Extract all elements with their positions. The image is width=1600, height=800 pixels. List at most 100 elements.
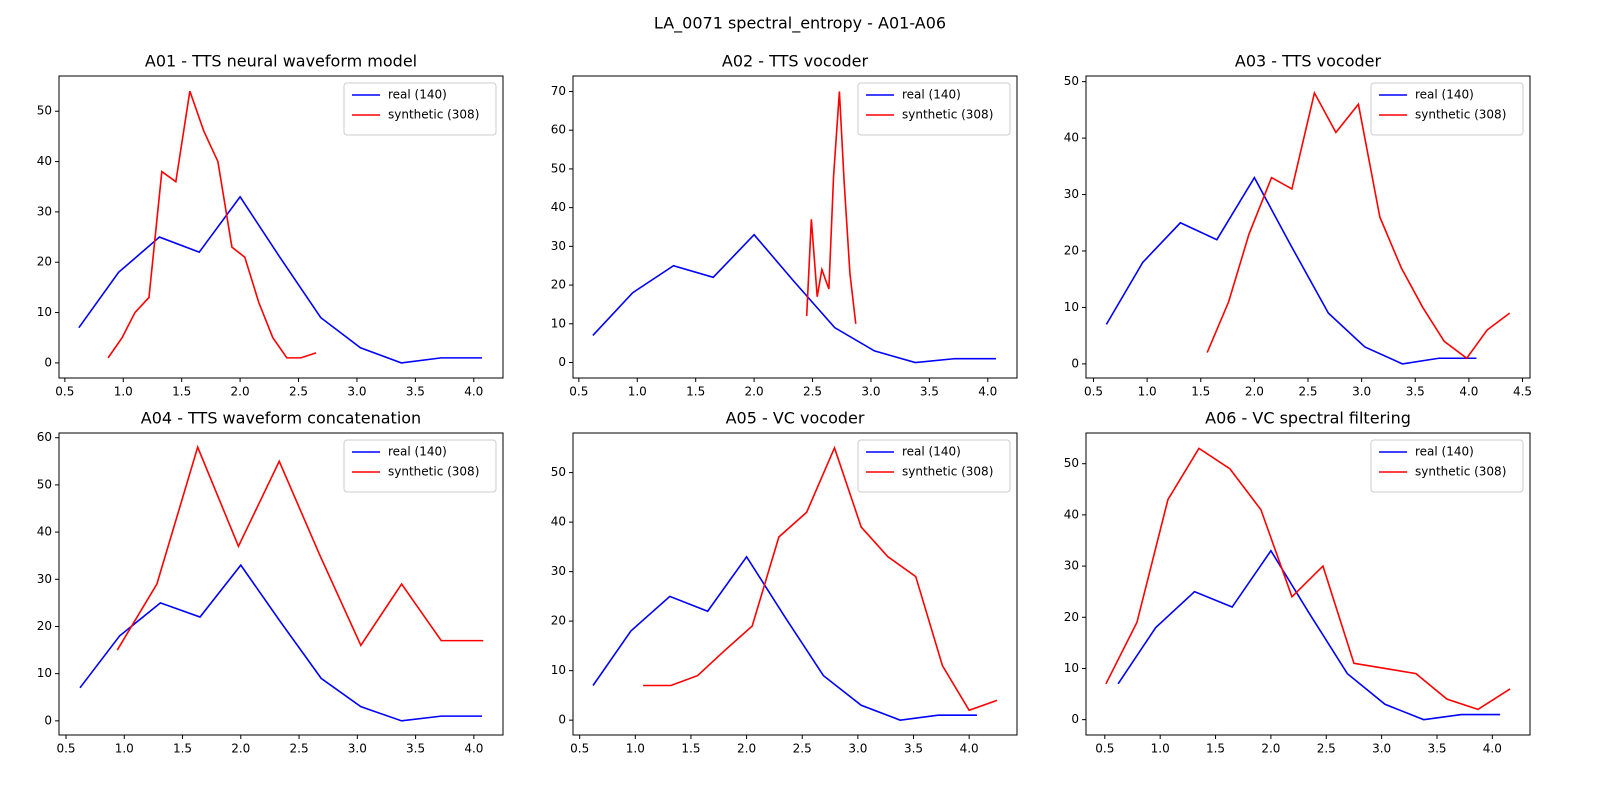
- y-tick-label: 0: [558, 355, 566, 369]
- x-tick-label: 0.5: [56, 742, 75, 756]
- series-line: [79, 563, 483, 722]
- x-tick-label: 0.5: [1095, 742, 1114, 756]
- legend-box: [343, 439, 497, 493]
- legend-box: [857, 82, 1011, 136]
- legend-label: real (140): [902, 445, 961, 459]
- x-tick-label: 3.5: [406, 385, 425, 399]
- x-tick-label: 1.5: [172, 385, 191, 399]
- series-line: [1105, 175, 1477, 365]
- axes-frame: [58, 75, 504, 379]
- subplot: A03 - TTS vocoder 0.5 1.0 1.5 2.0 2.5 3.0 3.5 4.…: [1064, 52, 1532, 399]
- subplot: A02 - TTS vocoder 0.5 1.0 1.5 2.0 2.5 3.0 3.5 4.…: [551, 52, 1018, 399]
- subplot-title: A01 - TTS neural waveform model: [145, 52, 417, 71]
- series-line: [592, 555, 977, 721]
- y-tick-label: 0: [558, 713, 566, 727]
- x-tick-label: 1.0: [628, 385, 647, 399]
- legend-box: [1370, 82, 1524, 136]
- x-tick-label: 3.0: [1352, 385, 1371, 399]
- x-tick-label: 1.5: [686, 385, 705, 399]
- axes-frame: [1085, 75, 1531, 379]
- y-tick-label: 20: [551, 614, 566, 628]
- y-tick-label: 50: [37, 104, 52, 118]
- legend-label: real (140): [1415, 88, 1474, 102]
- subplot-title: A02 - TTS vocoder: [722, 52, 869, 71]
- y-tick-label: 0: [1071, 356, 1079, 370]
- x-tick-label: 2.5: [290, 742, 309, 756]
- legend-label: real (140): [902, 88, 961, 102]
- x-tick-label: 2.5: [289, 385, 308, 399]
- subplot-title: A06 - VC spectral filtering: [1205, 409, 1411, 428]
- subplot-title: A03 - TTS vocoder: [1235, 52, 1382, 71]
- legend-label: synthetic (308): [388, 108, 479, 122]
- x-tick-label: 2.0: [745, 385, 764, 399]
- axes-frame: [58, 432, 504, 736]
- y-tick-label: 60: [37, 430, 52, 444]
- y-tick-label: 60: [551, 123, 566, 137]
- y-tick-label: 10: [37, 305, 52, 319]
- x-tick-label: 3.5: [1427, 742, 1446, 756]
- y-tick-label: 40: [37, 525, 52, 539]
- y-tick-label: 10: [551, 316, 566, 330]
- series-line: [1206, 90, 1511, 360]
- legend-label: real (140): [388, 445, 447, 459]
- legend-label: synthetic (308): [388, 465, 479, 479]
- legend-label: real (140): [1415, 445, 1474, 459]
- x-tick-label: 2.0: [231, 742, 250, 756]
- x-tick-label: 2.5: [803, 385, 822, 399]
- y-tick-label: 0: [44, 713, 52, 727]
- subplot: A01 - TTS neural waveform model 0.5 1.0 1.5…: [37, 52, 504, 399]
- y-tick-label: 70: [551, 84, 566, 98]
- y-tick-label: 10: [37, 666, 52, 680]
- x-tick-label: 4.0: [1459, 385, 1478, 399]
- x-tick-label: 3.5: [920, 385, 939, 399]
- figure-title: LA_0071 spectral_entropy - A01-A06: [654, 14, 946, 34]
- legend-label: synthetic (308): [902, 108, 993, 122]
- x-tick-label: 0.5: [570, 742, 589, 756]
- x-tick-label: 1.0: [1151, 742, 1170, 756]
- subplot: A06 - VC spectral filtering 0.5 1.0 1.5 2.0 2…: [1064, 409, 1531, 756]
- y-tick-label: 50: [551, 161, 566, 175]
- x-tick-label: 2.0: [1261, 742, 1280, 756]
- subplot-title: A05 - VC vocoder: [726, 409, 865, 428]
- series-line: [78, 195, 482, 364]
- legend-label: synthetic (308): [1415, 108, 1506, 122]
- legend-box: [857, 439, 1011, 493]
- x-tick-label: 0.5: [569, 385, 588, 399]
- x-tick-label: 2.0: [737, 742, 756, 756]
- y-tick-label: 40: [551, 515, 566, 529]
- x-tick-label: 1.5: [1191, 385, 1210, 399]
- legend-box: [343, 82, 497, 136]
- series-line: [592, 233, 996, 364]
- y-tick-label: 30: [37, 572, 52, 586]
- x-tick-label: 4.0: [978, 385, 997, 399]
- legend-label: synthetic (308): [902, 465, 993, 479]
- y-tick-label: 10: [1064, 300, 1079, 314]
- y-tick-label: 50: [551, 465, 566, 479]
- y-tick-label: 30: [551, 564, 566, 578]
- x-tick-label: 3.0: [1372, 742, 1391, 756]
- x-tick-label: 2.0: [231, 385, 250, 399]
- x-tick-label: 3.5: [904, 742, 923, 756]
- x-tick-label: 4.0: [464, 742, 483, 756]
- legend-label: real (140): [388, 88, 447, 102]
- y-tick-label: 20: [551, 278, 566, 292]
- x-tick-label: 0.5: [1084, 385, 1103, 399]
- x-tick-label: 3.0: [861, 385, 880, 399]
- y-tick-label: 50: [1064, 456, 1079, 470]
- subplot: A04 - TTS waveform concatenation 0.5 1.0 1.…: [37, 409, 504, 756]
- y-tick-label: 30: [37, 204, 52, 218]
- x-tick-label: 1.0: [1138, 385, 1157, 399]
- subplot: A05 - VC vocoder 0.5 1.0 1.5 2.0 2.5 3.0 3.5 4.0…: [551, 409, 1018, 756]
- x-tick-label: 1.0: [626, 742, 645, 756]
- y-tick-label: 30: [1064, 187, 1079, 201]
- x-tick-label: 4.5: [1513, 385, 1532, 399]
- x-tick-label: 4.0: [960, 742, 979, 756]
- axes-frame: [1085, 432, 1531, 736]
- series-line: [805, 91, 857, 324]
- y-tick-label: 20: [1064, 243, 1079, 257]
- x-tick-label: 3.0: [848, 742, 867, 756]
- x-tick-label: 4.0: [464, 385, 483, 399]
- x-tick-label: 4.0: [1483, 742, 1502, 756]
- subplot-title: A04 - TTS waveform concatenation: [141, 409, 421, 428]
